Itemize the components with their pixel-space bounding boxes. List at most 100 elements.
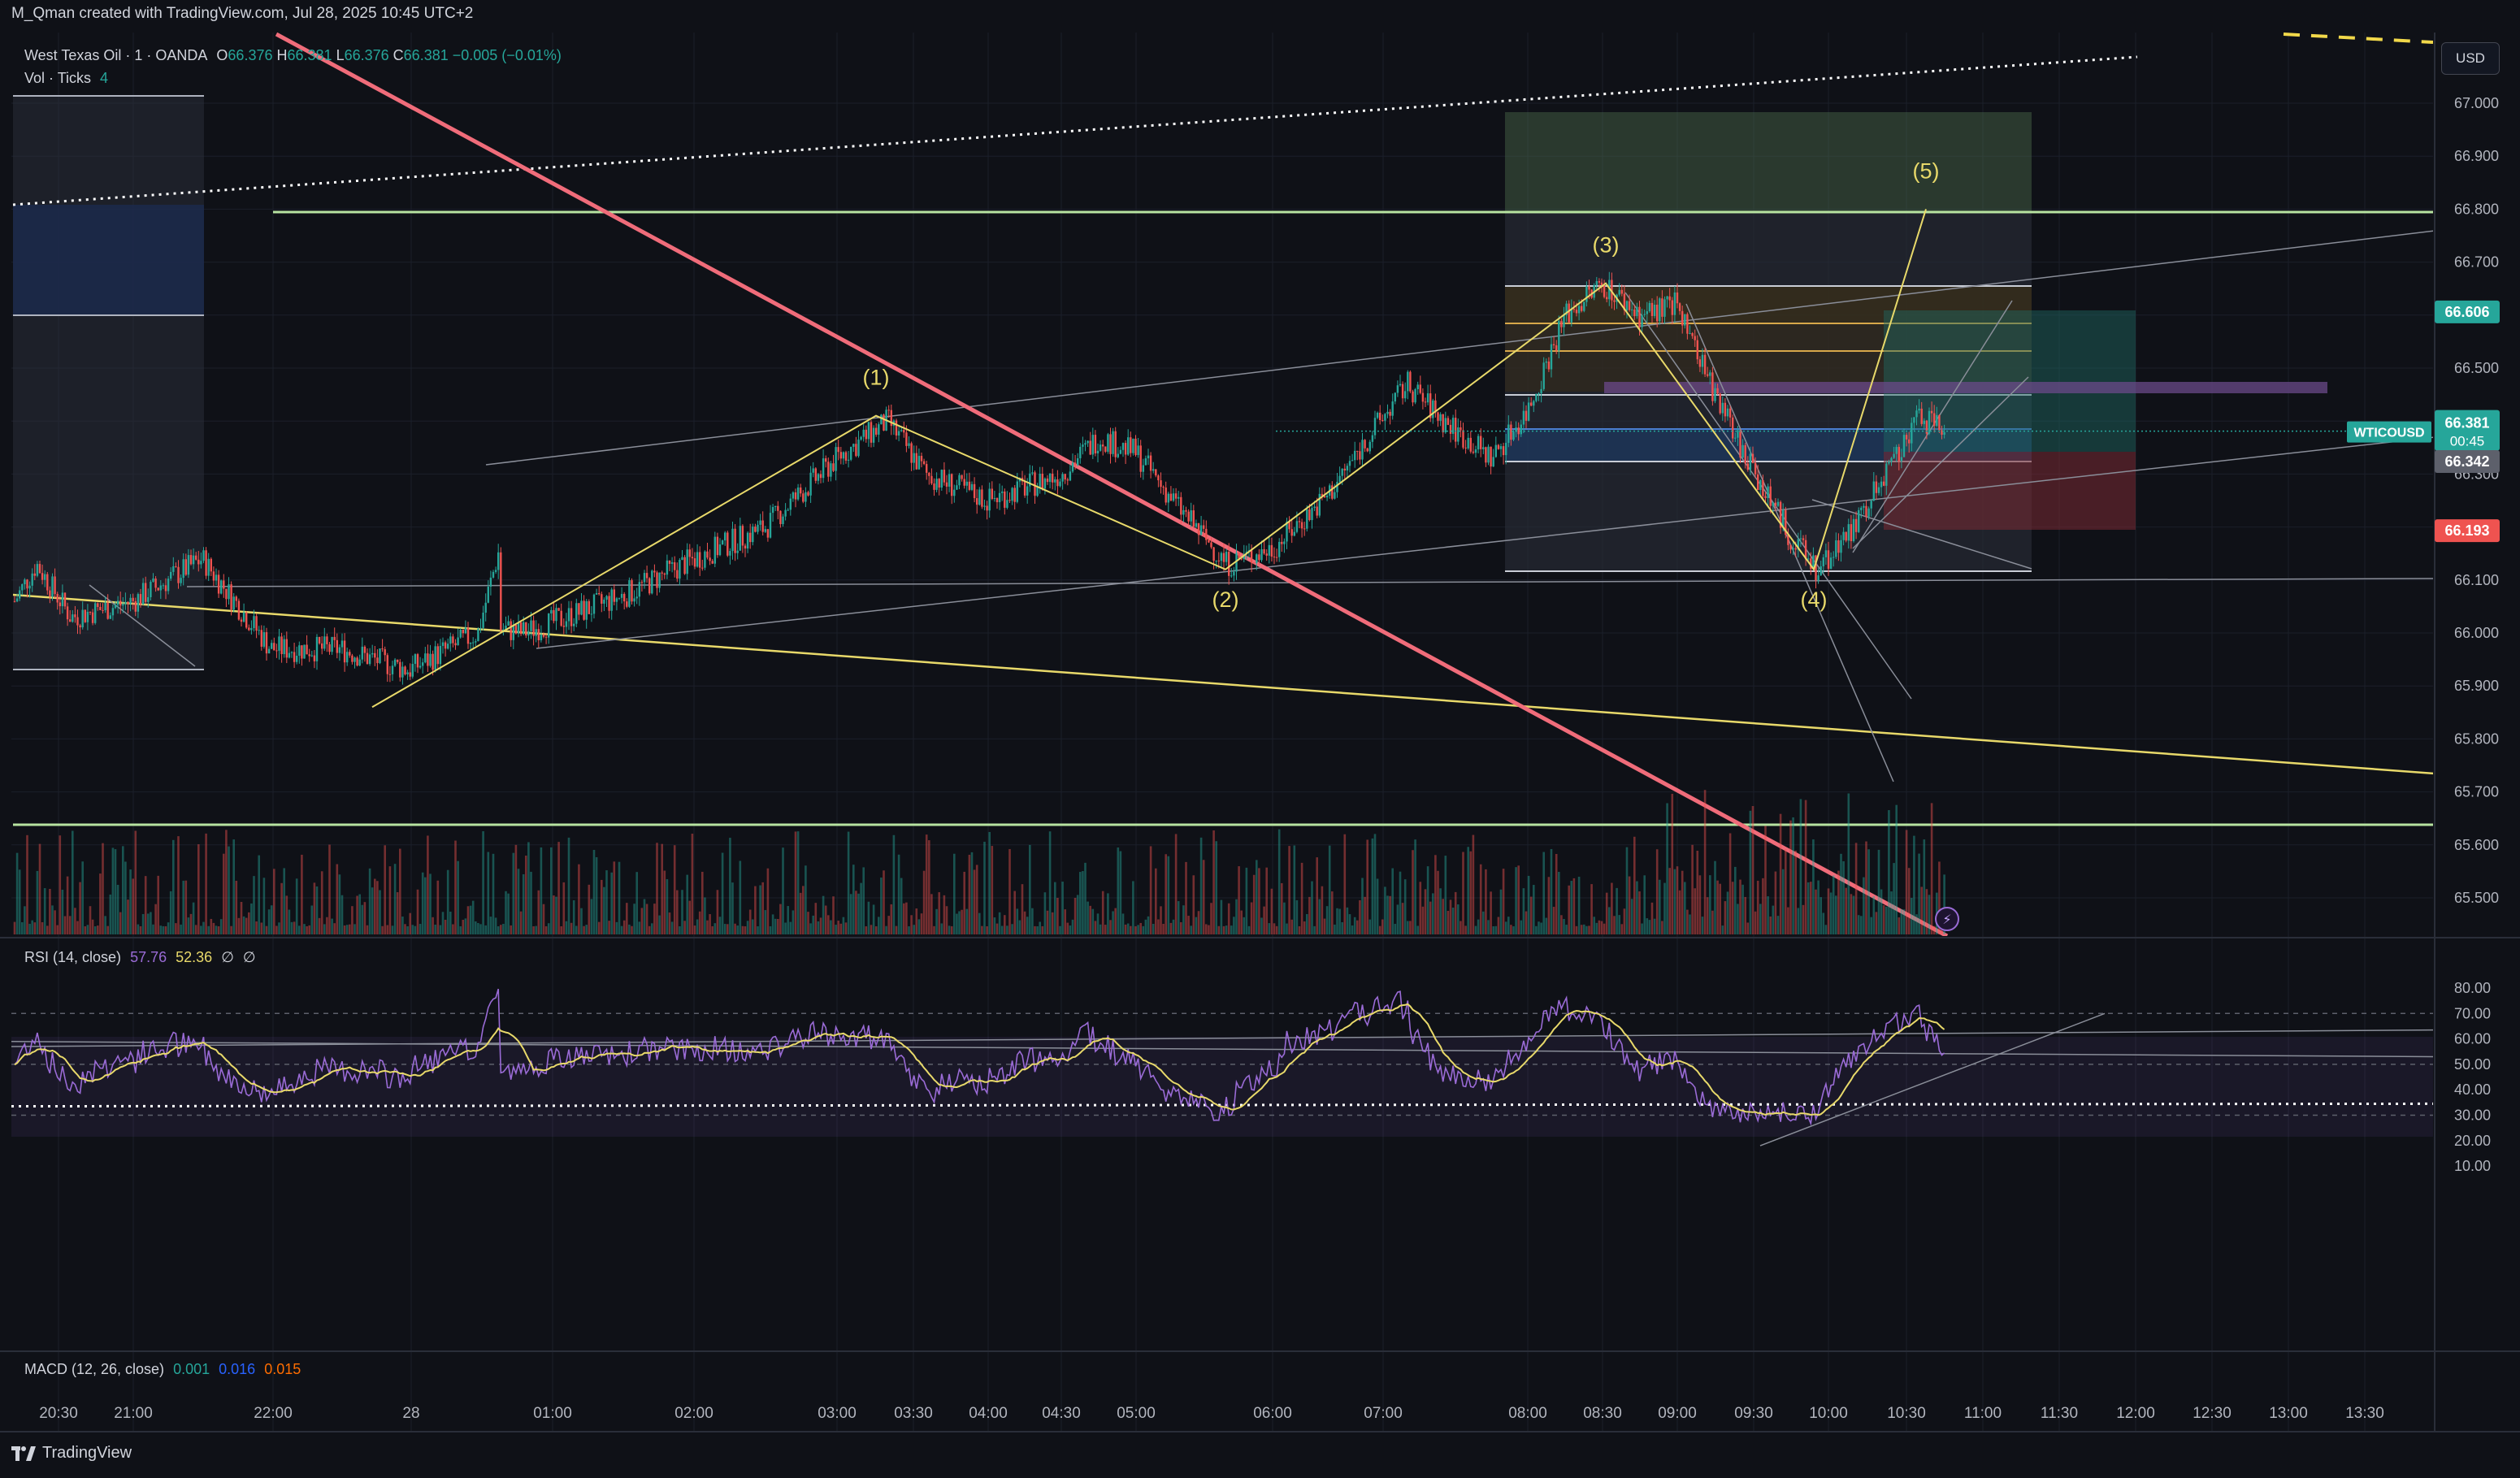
range-box-left[interactable]: [13, 95, 204, 670]
candle-body: [913, 453, 915, 463]
volume-bar: [1247, 925, 1251, 934]
volume-bar: [328, 844, 331, 934]
time-axis-ticks[interactable]: 20:30 21:00 22:00 28 01:00 02:00 03:00 03:30 04:…: [39, 1405, 2384, 1422]
candle-body: [1228, 552, 1230, 576]
gray-channel-upper[interactable]: [485, 230, 2435, 466]
candle-body: [1334, 492, 1336, 499]
volume-bar: [245, 917, 248, 934]
rsi-legend[interactable]: RSI (14, close) 57.76 52.36 ∅ ∅: [24, 949, 261, 966]
gray-fan-line-4[interactable]: [1852, 300, 2013, 553]
volume-bar: [973, 869, 976, 934]
gray-fan-line-3[interactable]: [1811, 499, 2032, 570]
volume-bar: [807, 912, 809, 934]
gray-guide-left[interactable]: [89, 584, 196, 667]
candle-body: [1331, 485, 1334, 499]
volume-bar: [462, 919, 465, 934]
long-position-tool[interactable]: [1604, 310, 2327, 530]
symbol-name: West Texas Oil · 1 · OANDA: [24, 47, 208, 63]
volume-bar: [1034, 925, 1036, 934]
volume-bar: [89, 906, 92, 934]
candle-body: [86, 611, 89, 622]
volume-bar: [1890, 891, 1893, 934]
volume-bar: [358, 894, 361, 934]
gray-fan-line-5[interactable]: [1852, 376, 2029, 549]
volume-bar: [1580, 925, 1583, 934]
candle-body: [361, 646, 363, 660]
volume-bar: [653, 904, 656, 934]
volume-legend[interactable]: Vol · Ticks 4: [24, 70, 113, 87]
volume-bar: [1754, 911, 1757, 934]
volume-bar: [1522, 888, 1525, 934]
candle-body: [779, 510, 782, 525]
candle-body: [315, 636, 319, 661]
volume-bar: [235, 880, 238, 934]
candle-body: [1902, 435, 1906, 457]
candle-body: [1608, 280, 1611, 300]
candle-body: [1278, 541, 1281, 557]
volume-bar: [349, 924, 351, 934]
candle-body: [963, 479, 965, 486]
yellow-descending-trendline[interactable]: [12, 593, 2435, 775]
volume-bar: [1666, 803, 1668, 934]
candle-body: [497, 552, 500, 570]
candle-body: [1721, 402, 1724, 414]
volume-bar: [857, 893, 860, 934]
candle-body: [1361, 440, 1364, 460]
gray-channel-lower[interactable]: [536, 436, 2435, 649]
volume-bar: [1376, 878, 1379, 934]
symbol-legend[interactable]: West Texas Oil · 1 · OANDA O66.376 H66.3…: [24, 47, 566, 64]
volume-bar: [544, 925, 548, 934]
elliott-wave-lines[interactable]: [371, 209, 1927, 709]
dashed-yellow-level[interactable]: [2283, 33, 2433, 44]
candle-body: [1847, 524, 1850, 541]
volume-bar: [180, 924, 182, 934]
tradingview-logo[interactable]: TradingView: [11, 1444, 132, 1463]
volume-bar: [666, 879, 669, 934]
candle-body: [187, 555, 190, 575]
candle-body: [1316, 506, 1318, 516]
candle-body: [363, 646, 367, 653]
rsi-tick-label: 30.00: [2454, 1107, 2491, 1124]
candle-body: [648, 578, 651, 594]
candle-body: [1719, 393, 1721, 414]
candle-body: [1799, 538, 1802, 540]
red-downtrend-line[interactable]: [275, 33, 1949, 936]
candle-body: [1341, 468, 1343, 476]
volume-bar: [1371, 838, 1374, 934]
volume-bar: [827, 915, 830, 934]
volume-bar: [1815, 889, 1817, 934]
candle-body: [1858, 509, 1860, 532]
candle-body: [1792, 548, 1794, 550]
volume-bar: [917, 919, 921, 934]
candle-body: [1250, 550, 1253, 563]
volume-bar: [814, 903, 818, 934]
candle-body: [172, 566, 175, 572]
volume-bar: [874, 925, 878, 934]
candle-body: [1416, 384, 1419, 390]
currency-button[interactable]: USD: [2441, 42, 2500, 75]
lightning-icon[interactable]: ⚡: [1935, 907, 1959, 931]
candle-body: [273, 643, 275, 651]
volume-bar: [1502, 869, 1505, 934]
candle-body: [432, 653, 434, 670]
candle-body: [464, 627, 467, 634]
gray-horizontal-support[interactable]: [186, 578, 2435, 587]
candle-body: [278, 636, 280, 651]
volume-bar: [812, 915, 814, 934]
macd-legend[interactable]: MACD (12, 26, close) 0.001 0.016 0.015: [24, 1361, 306, 1378]
gray-fan-line-2[interactable]: [1685, 303, 1894, 782]
candle-body: [1399, 384, 1402, 386]
volume-bar: [1389, 895, 1391, 934]
volume-bar: [953, 853, 956, 934]
candle-body: [1606, 297, 1608, 300]
candle-body: [283, 639, 285, 655]
candle-body: [308, 654, 310, 657]
volume-bar: [371, 887, 374, 934]
volume-bar: [384, 845, 386, 934]
volume-bar: [640, 908, 644, 934]
wave-path: [371, 209, 1927, 709]
time-tick-label: 08:00: [1508, 1405, 1547, 1422]
